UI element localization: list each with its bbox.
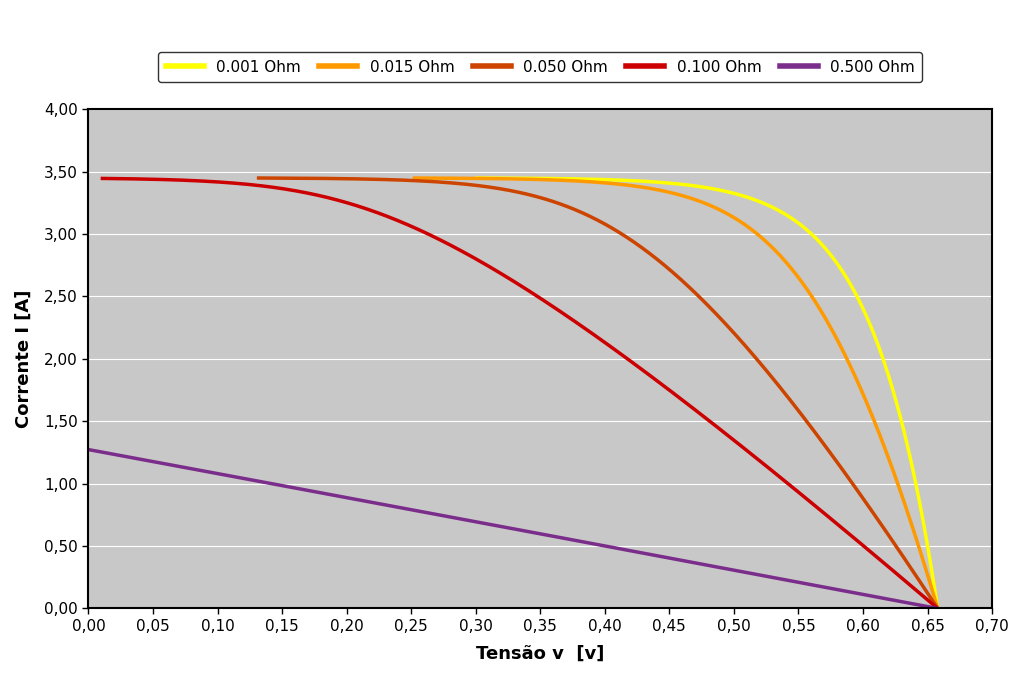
0.015 Ohm — [858, 394, 870, 402]
Y-axis label: Corrente I [A]: Corrente I [A] — [15, 290, 33, 428]
0.050 Ohm — [782, 394, 795, 402]
0.500 Ohm — [385, 502, 397, 510]
0.100 Ohm — [822, 513, 835, 521]
0.015 Ohm — [828, 330, 841, 338]
0.050 Ohm — [608, 226, 621, 234]
0.500 Ohm — [83, 445, 95, 454]
0.001 Ohm — [897, 424, 909, 432]
0.015 Ohm — [932, 604, 944, 612]
0.500 Ohm — [249, 477, 261, 485]
0.500 Ohm — [836, 586, 848, 595]
0.001 Ohm — [801, 226, 813, 234]
0.001 Ohm — [471, 174, 483, 182]
0.500 Ohm — [271, 481, 284, 489]
0.050 Ohm — [729, 330, 741, 338]
Line: 0.015 Ohm: 0.015 Ohm — [415, 178, 938, 608]
0.015 Ohm — [897, 494, 909, 502]
Line: 0.050 Ohm: 0.050 Ohm — [259, 178, 938, 608]
0.015 Ohm — [759, 237, 771, 245]
0.001 Ohm — [868, 330, 881, 338]
Line: 0.001 Ohm: 0.001 Ohm — [477, 178, 938, 608]
0.015 Ohm — [745, 226, 758, 234]
0.050 Ohm — [626, 237, 638, 245]
0.050 Ohm — [806, 424, 818, 432]
0.001 Ohm — [889, 394, 901, 402]
0.500 Ohm — [194, 466, 206, 474]
0.050 Ohm — [932, 604, 944, 612]
0.015 Ohm — [870, 424, 883, 432]
0.050 Ohm — [253, 174, 265, 182]
0.500 Ohm — [278, 482, 290, 490]
0.015 Ohm — [409, 174, 421, 182]
Line: 0.100 Ohm: 0.100 Ohm — [102, 178, 938, 608]
0.100 Ohm — [510, 279, 522, 287]
0.100 Ohm — [932, 604, 944, 612]
0.050 Ohm — [857, 494, 869, 502]
0.100 Ohm — [357, 204, 370, 212]
0.100 Ohm — [423, 230, 435, 238]
0.001 Ohm — [912, 494, 925, 502]
X-axis label: Tensão v  [v]: Tensão v [v] — [476, 645, 604, 663]
Legend: 0.001 Ohm, 0.015 Ohm, 0.050 Ohm, 0.100 Ohm, 0.500 Ohm: 0.001 Ohm, 0.015 Ohm, 0.050 Ohm, 0.100 O… — [158, 52, 923, 82]
Line: 0.500 Ohm: 0.500 Ohm — [89, 450, 938, 608]
0.001 Ohm — [812, 237, 824, 245]
0.100 Ohm — [96, 174, 109, 182]
0.001 Ohm — [932, 604, 944, 612]
0.500 Ohm — [932, 604, 944, 612]
0.100 Ohm — [883, 563, 895, 572]
0.100 Ohm — [499, 272, 511, 280]
